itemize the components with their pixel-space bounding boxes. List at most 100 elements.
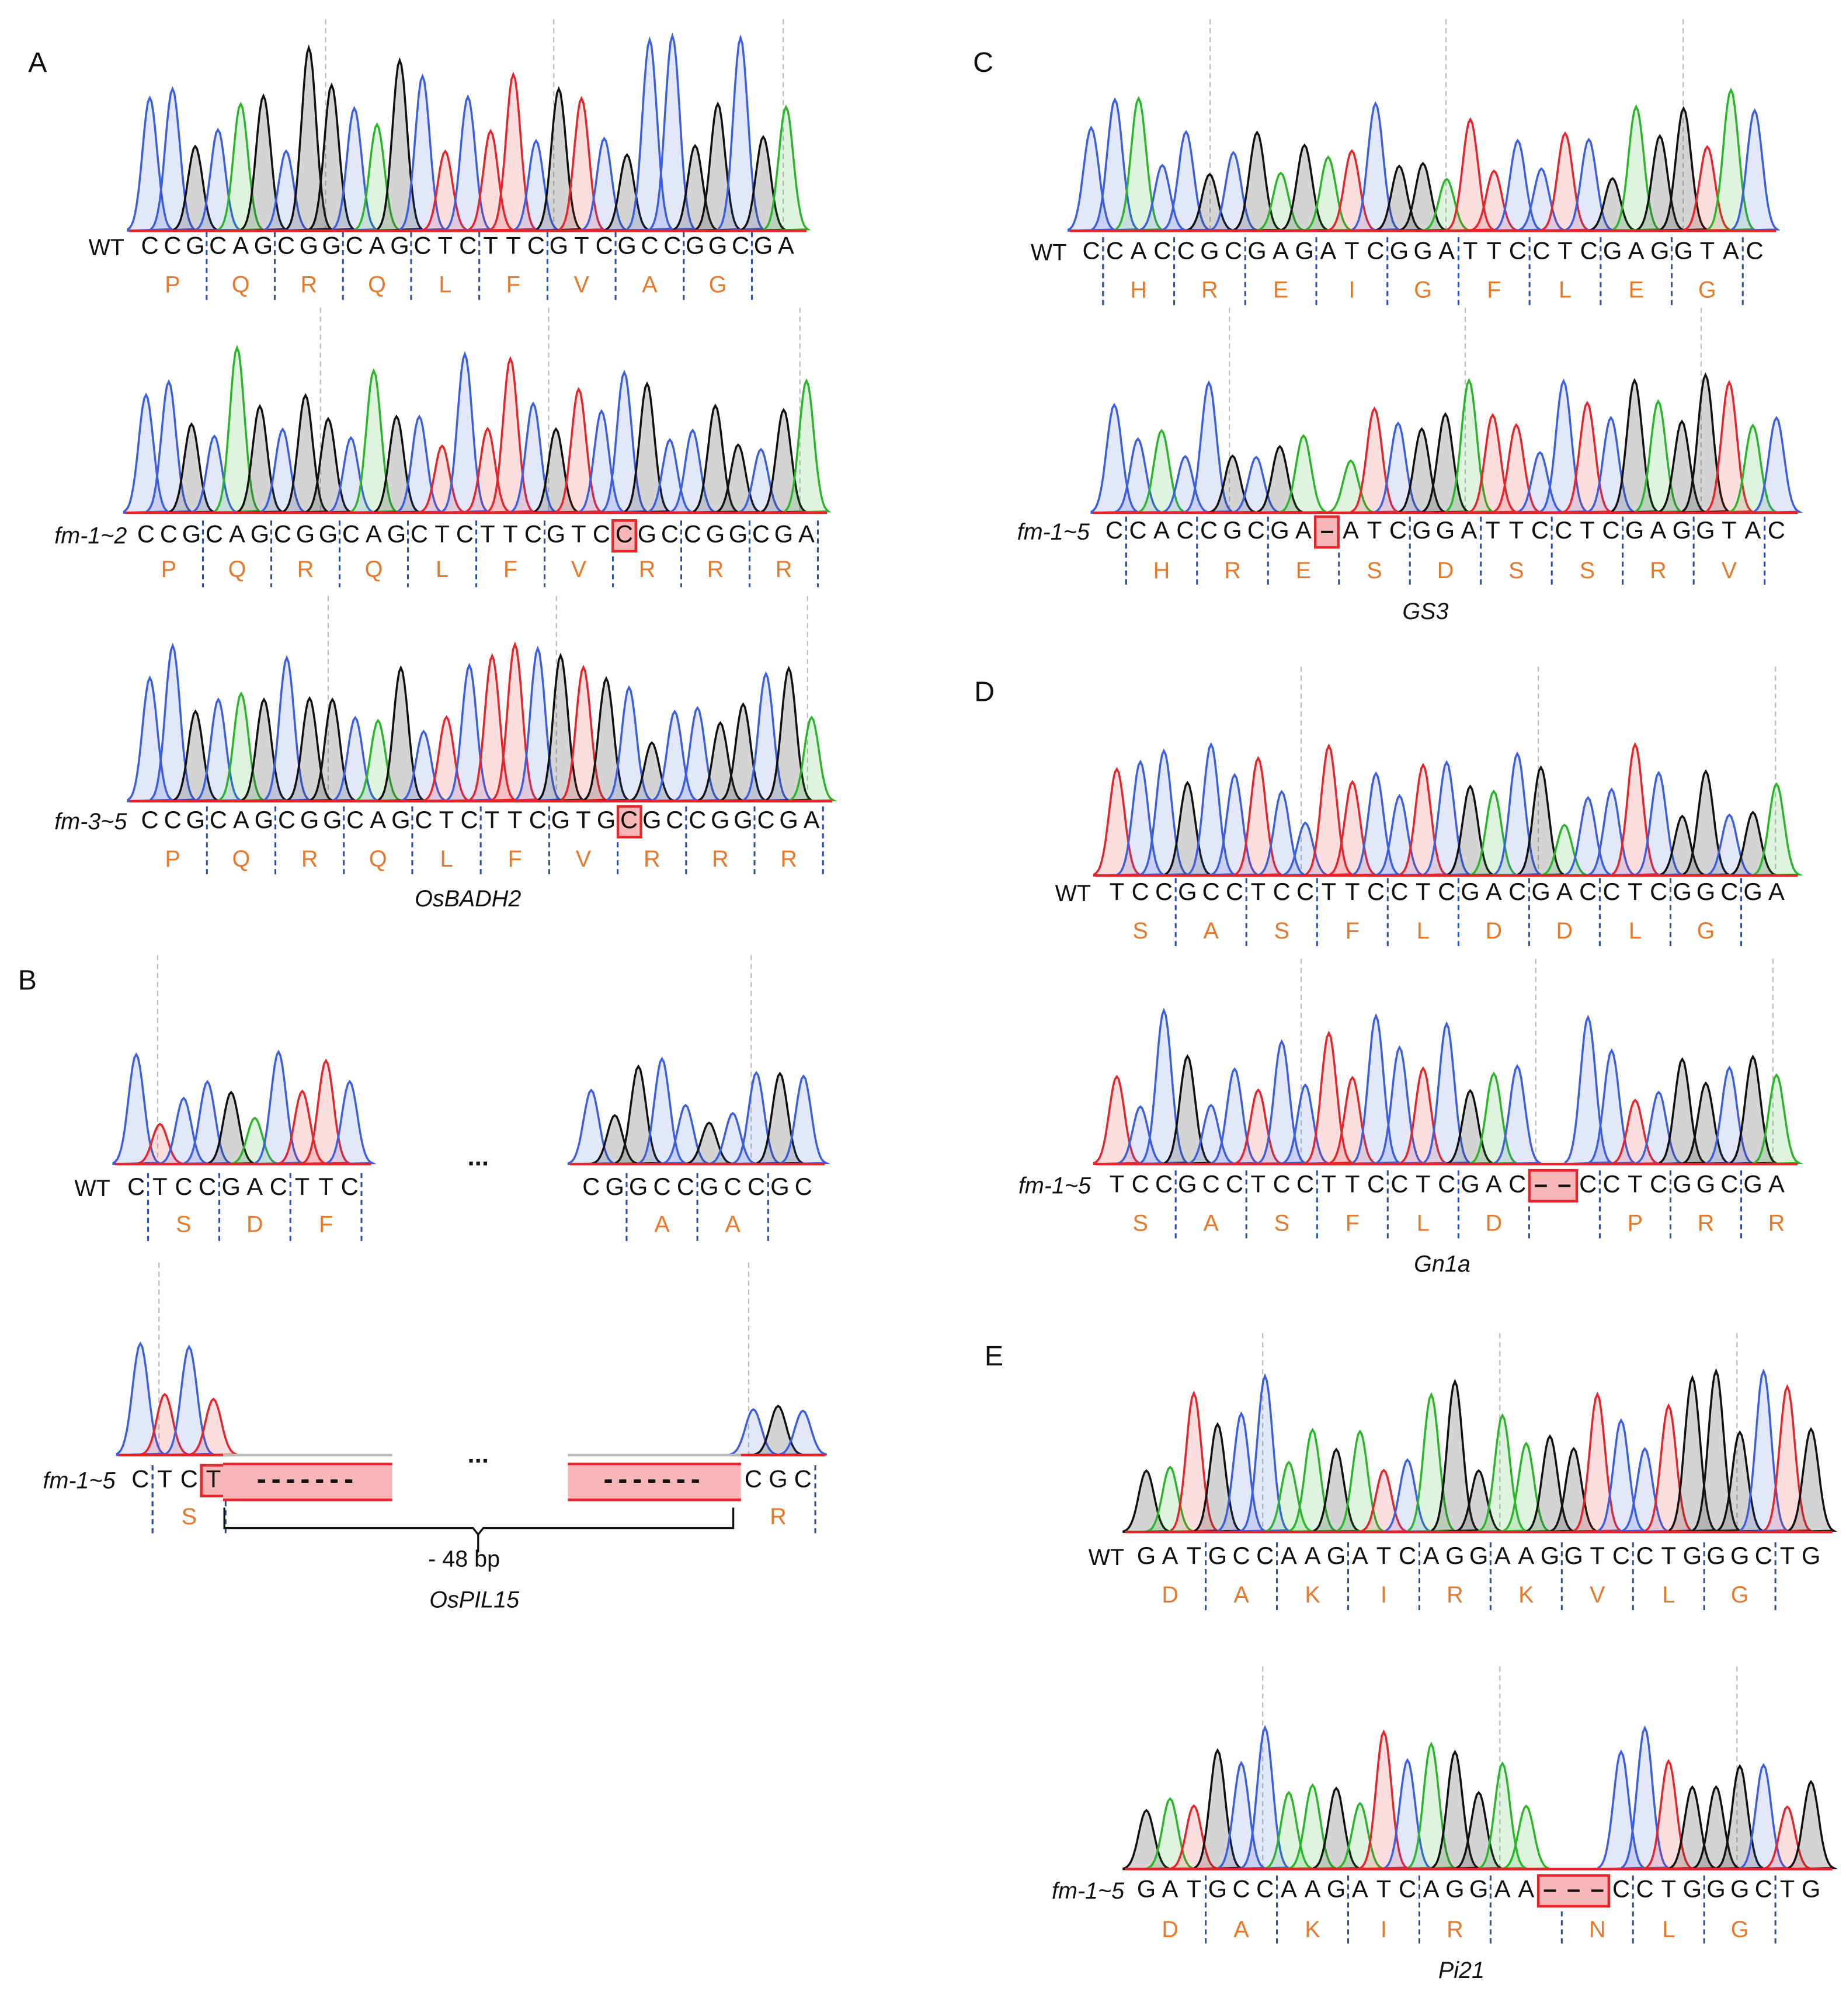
amino-acid: N [1588, 1916, 1606, 1942]
base-call: C [794, 1174, 812, 1201]
base-call: C [340, 1174, 359, 1201]
trace-peak-C [1517, 167, 1565, 232]
base-call: G [1730, 1543, 1750, 1570]
base-call: A [1295, 517, 1312, 545]
amino-acid: I [1380, 1916, 1387, 1942]
base-call: G [605, 1174, 624, 1201]
amino-acid: F [1345, 1210, 1360, 1236]
base-call: T [1376, 1543, 1392, 1570]
panel-label-a: A [28, 46, 47, 78]
base-call: A [1650, 517, 1667, 545]
base-call: T [1109, 879, 1125, 906]
base-call: A [1280, 1876, 1297, 1904]
trace-peak-T [1234, 1088, 1281, 1165]
trace-peak-G [591, 1114, 638, 1165]
base-call: G [250, 522, 270, 549]
trace-peak-A [1327, 459, 1374, 514]
amino-acid: V [575, 846, 592, 872]
trace-peak-C [709, 1111, 756, 1165]
base-call: A [229, 522, 245, 549]
trace-peak-C [445, 94, 493, 232]
amino-acid: R [301, 846, 318, 872]
amino-acid: S [1274, 917, 1289, 944]
base-call: A [246, 1174, 263, 1201]
base-call: C [198, 1174, 217, 1201]
deletion-base: – [1590, 1876, 1604, 1904]
base-call: A [1494, 1876, 1511, 1904]
track-label: fm-1~5 [1052, 1878, 1125, 1904]
trace-peak-A [214, 345, 262, 514]
base-call: C [689, 807, 707, 835]
trace-peak-G [1163, 780, 1214, 877]
trace-peak-C [1258, 790, 1309, 877]
base-call: C [1720, 879, 1739, 906]
amino-acid: F [319, 1211, 333, 1238]
base-call: C [1636, 1876, 1654, 1904]
trace-peak-G [207, 1090, 255, 1165]
trace-peak-G [766, 665, 814, 802]
base-call: C [1367, 238, 1385, 266]
track-label: WT [1055, 881, 1091, 906]
base-call: G [387, 522, 406, 549]
base-call: C [1636, 1543, 1654, 1570]
base-call: G [1673, 879, 1692, 906]
trace-peak-C [1258, 1039, 1308, 1165]
amino-acid: E [1273, 277, 1289, 303]
base-call: C [456, 522, 474, 549]
base-call: A [1518, 1876, 1535, 1904]
base-call: G [1295, 238, 1314, 266]
trace-peak-C [1067, 126, 1118, 232]
base-call: C [757, 807, 775, 835]
trace-peak-G [1431, 1749, 1481, 1871]
base-call: G [322, 807, 342, 835]
base-call: G [1730, 1876, 1750, 1904]
base-call: C [1602, 879, 1621, 906]
amino-acid: R [643, 846, 660, 872]
trace-peak-C [159, 1096, 207, 1165]
base-call: G [686, 233, 705, 260]
trace-peak-G [1682, 769, 1732, 877]
trace-peak-G [533, 427, 582, 514]
base-call: G [186, 233, 205, 260]
base-call: C [1202, 1172, 1220, 1199]
base-call: C [1367, 1172, 1385, 1199]
base-call: G [1461, 1172, 1480, 1199]
base-call: C [1612, 1876, 1630, 1904]
base-call: A [368, 233, 385, 260]
base-call: C [1390, 879, 1409, 906]
amino-acid: V [1590, 1581, 1605, 1608]
trace-peak-A [1280, 434, 1327, 514]
base-call: G [1270, 517, 1289, 545]
trace-peak-T [423, 715, 472, 802]
base-call: G [1445, 1876, 1465, 1904]
base-call: A [1162, 1876, 1178, 1904]
base-call: T [1628, 879, 1643, 906]
trace-peak-A [231, 1117, 278, 1165]
amino-acid: F [503, 556, 518, 582]
base-call: G [1673, 1172, 1692, 1199]
base-call: A [1485, 1172, 1502, 1199]
base-call: C [175, 1174, 193, 1201]
base-call: C [159, 522, 178, 549]
trace-peak-A [783, 378, 832, 514]
trace-peak-C [1621, 1447, 1672, 1533]
deletion-base: – [1534, 1172, 1548, 1199]
trace-peak-T [1234, 756, 1284, 877]
trace-peak-C [1140, 748, 1190, 877]
base-call: T [1558, 238, 1573, 266]
trace-peak-C [1383, 1458, 1431, 1533]
mutation-highlight-box [616, 805, 642, 839]
trace-peak-G [720, 702, 769, 802]
base-call: T [1580, 517, 1595, 545]
trace-peak-G [1421, 412, 1472, 514]
base-call: G [1696, 517, 1715, 545]
trace-peak-C [1587, 415, 1637, 514]
amino-acid: R [300, 272, 318, 298]
base-call: T [506, 233, 521, 260]
trace-peak-G [1692, 1785, 1743, 1871]
base-call: T [1345, 879, 1360, 906]
base-call: A [1768, 1172, 1785, 1199]
amino-acid: L [435, 556, 449, 582]
base-call: C [752, 522, 770, 549]
base-call: C [1650, 1172, 1668, 1199]
